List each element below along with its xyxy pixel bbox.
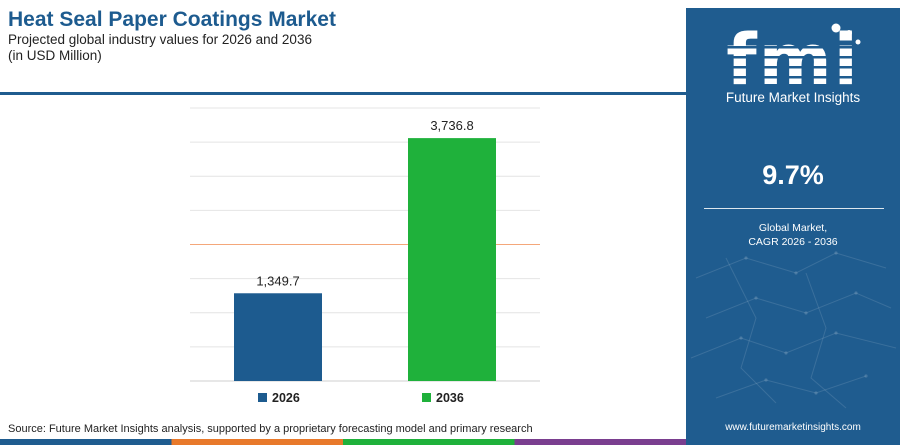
cagr-value: 9.7% <box>762 160 824 190</box>
color-strip <box>0 439 686 445</box>
strip-segment <box>343 439 515 445</box>
legend-swatch-2036 <box>422 393 431 402</box>
side-panel: fmi Future Market Insights 9.7% Global M… <box>686 8 900 445</box>
bar-chart: 1,349.7 3,736.8 2026 2036 <box>190 107 540 405</box>
world-map-decoration <box>690 251 897 409</box>
legend-swatch-2026 <box>258 393 267 402</box>
header-divider <box>0 92 686 95</box>
data-label-2036: 3,736.8 <box>430 118 473 133</box>
legend-label-2026: 2026 <box>272 391 300 405</box>
data-label-2026: 1,349.7 <box>256 273 299 288</box>
cagr-label-scope: Global Market, <box>758 222 828 234</box>
strip-segment <box>0 439 172 445</box>
chart-title: Heat Seal Paper Coatings Market <box>8 8 336 31</box>
fmi-logo: fmi <box>706 19 880 101</box>
svg-text:fmi: fmi <box>726 19 859 101</box>
legend-label-2036: 2036 <box>436 391 464 405</box>
bar-2026 <box>234 293 322 381</box>
unit-label: (in USD Million) <box>8 48 102 63</box>
company-name: Future Market Insights <box>725 90 861 105</box>
bar-2036 <box>408 138 496 381</box>
cagr-label-period: CAGR 2026 - 2036 <box>748 236 838 248</box>
source-note: Source: Future Market Insights analysis,… <box>8 423 533 435</box>
cagr-divider <box>704 208 884 209</box>
strip-segment <box>171 439 344 445</box>
globe-dots-icon <box>831 23 861 45</box>
chart-subtitle: Projected global industry values for 202… <box>8 32 312 47</box>
strip-segment <box>514 439 686 445</box>
website-link[interactable]: www.futuremarketinsights.com <box>725 422 861 433</box>
